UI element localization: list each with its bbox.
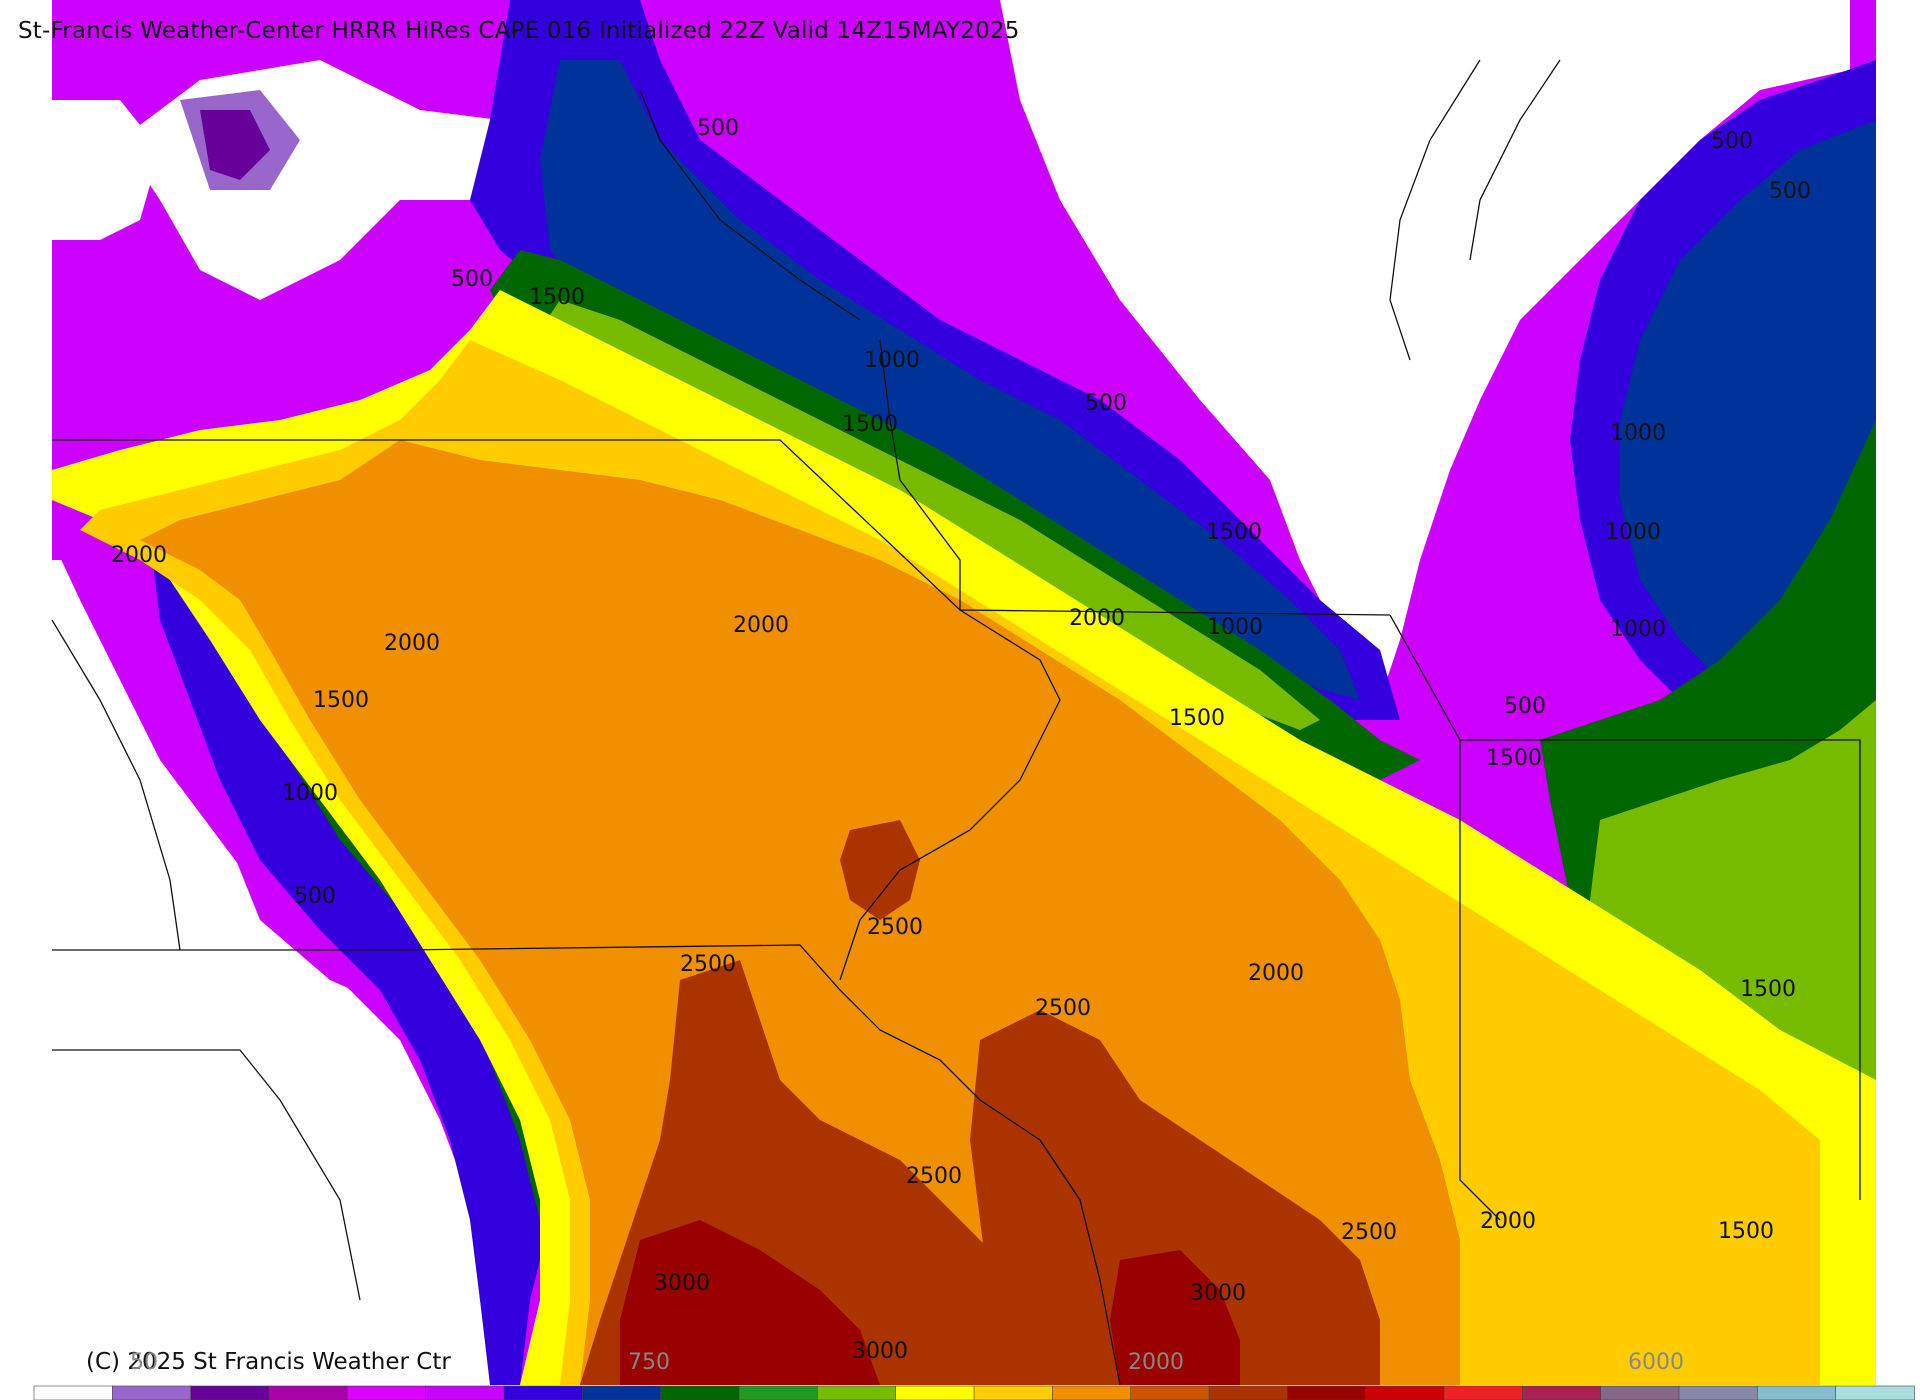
colorbar-swatch bbox=[1052, 1385, 1132, 1400]
contour-label: 2500 bbox=[867, 915, 923, 940]
colorbar-swatch bbox=[1443, 1385, 1524, 1400]
colorbar-tick-label: 750 bbox=[628, 1350, 670, 1375]
contour-label: 500 bbox=[1085, 391, 1127, 416]
colorbar-swatch bbox=[1208, 1385, 1289, 1400]
contour-label: 500 bbox=[1504, 694, 1546, 719]
contour-label: 1000 bbox=[282, 781, 338, 806]
contour-label: 1000 bbox=[1605, 520, 1661, 545]
contour-label: 1500 bbox=[842, 412, 898, 437]
colorbar-swatch bbox=[817, 1385, 897, 1400]
colorbar-swatch bbox=[973, 1385, 1054, 1400]
contour-label: 3000 bbox=[1190, 1281, 1246, 1306]
contour-label: 1000 bbox=[1610, 617, 1666, 642]
colorbar-swatch bbox=[33, 1385, 114, 1400]
colorbar-swatch bbox=[1522, 1385, 1602, 1400]
contour-label: 2000 bbox=[1248, 961, 1304, 986]
contour-label: 500 bbox=[697, 116, 739, 141]
colorbar-swatch bbox=[1835, 1385, 1915, 1400]
colorbar-swatch bbox=[895, 1385, 975, 1400]
contour-label: 1000 bbox=[1610, 421, 1666, 446]
colorbar-swatch bbox=[347, 1385, 427, 1400]
colorbar bbox=[33, 1385, 1915, 1400]
contour-label: 1500 bbox=[313, 688, 369, 713]
colorbar-swatch bbox=[1600, 1385, 1680, 1400]
contour-label: 2000 bbox=[1069, 606, 1125, 631]
colorbar-tick-label: 6000 bbox=[1628, 1350, 1684, 1375]
colorbar-swatch bbox=[738, 1385, 819, 1400]
no-cape-areas bbox=[52, 0, 1876, 1385]
contour-label: 1500 bbox=[1740, 977, 1796, 1002]
contour-label: 500 bbox=[1711, 129, 1753, 154]
boundaries bbox=[51, 59, 1861, 1386]
cape-band-dark-red bbox=[620, 1220, 1240, 1385]
contour-label: 2000 bbox=[1480, 1209, 1536, 1234]
contour-label: 2500 bbox=[1035, 996, 1091, 1021]
colorbar-swatch bbox=[1130, 1385, 1210, 1400]
contour-label: 500 bbox=[1769, 179, 1811, 204]
contour-label: 2500 bbox=[906, 1164, 962, 1189]
colorbar-tick-label: 2000 bbox=[1128, 1350, 1184, 1375]
copyright-text: (C) 2025 St Francis Weather Ctr bbox=[86, 1349, 451, 1375]
contour-label: 2000 bbox=[111, 543, 167, 568]
colorbar-swatch bbox=[503, 1385, 584, 1400]
contour-label: 500 bbox=[294, 884, 336, 909]
contour-label: 500 bbox=[451, 267, 493, 292]
contour-label: 1000 bbox=[864, 348, 920, 373]
contour-label: 2500 bbox=[680, 952, 736, 977]
colorbar-swatch bbox=[582, 1385, 662, 1400]
contour-label: 2500 bbox=[1341, 1220, 1397, 1245]
contour-label: 2000 bbox=[733, 613, 789, 638]
contour-labels: 500 500 500 500 500 500 500 1500 1000 1500 1000 150… bbox=[111, 116, 1811, 1364]
colorbar-swatch bbox=[112, 1385, 192, 1400]
colorbar-swatch bbox=[660, 1385, 740, 1400]
colorbar-swatch bbox=[190, 1385, 270, 1400]
colorbar-swatch bbox=[1757, 1385, 1837, 1400]
contour-label: 1500 bbox=[1718, 1219, 1774, 1244]
contour-label: 3000 bbox=[852, 1339, 908, 1364]
contour-label: 1500 bbox=[529, 285, 585, 310]
colorbar-swatch bbox=[1287, 1385, 1367, 1400]
colorbar-swatch bbox=[1678, 1385, 1759, 1400]
map-title: St-Francis Weather-Center HRRR HiRes CAP… bbox=[18, 18, 1020, 44]
contour-label: 2000 bbox=[384, 631, 440, 656]
colorbar-swatch bbox=[1365, 1385, 1445, 1400]
colorbar-swatch bbox=[425, 1385, 505, 1400]
colorbar-tick-label: 50 bbox=[130, 1350, 158, 1375]
contour-label: 3000 bbox=[654, 1271, 710, 1296]
cape-band-blue bbox=[52, 0, 1876, 1385]
contour-label: 1500 bbox=[1486, 746, 1542, 771]
contour-label: 1500 bbox=[1169, 706, 1225, 731]
contour-label: 1000 bbox=[1207, 615, 1263, 640]
colorbar-swatch bbox=[268, 1385, 349, 1400]
contour-label: 1500 bbox=[1206, 520, 1262, 545]
